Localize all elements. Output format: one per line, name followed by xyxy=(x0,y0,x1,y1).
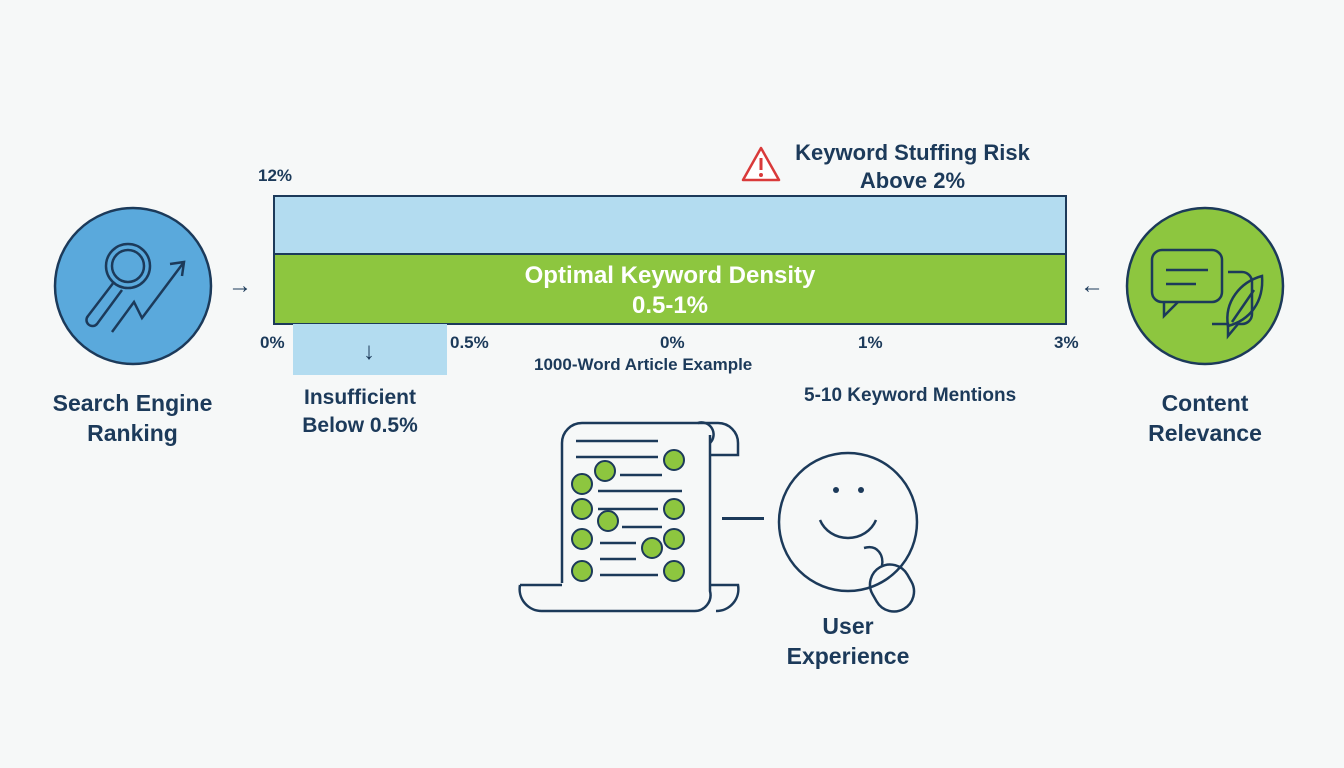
keyword-mentions-label: 5-10 Keyword Mentions xyxy=(804,385,1017,406)
warning-triangle-icon xyxy=(741,146,781,182)
tick-label: 0% xyxy=(260,333,285,352)
optimal-zone: Optimal Keyword Density 0.5-1% xyxy=(273,253,1067,325)
insufficient-zone xyxy=(293,324,447,375)
tick-label: 1% xyxy=(858,333,883,352)
smiley-mouse-icon xyxy=(777,451,919,613)
chat-leaf-icon xyxy=(1125,206,1285,366)
article-example-label: 1000-Word Article Example xyxy=(534,355,753,374)
tick-label: 0.5% xyxy=(450,333,489,352)
insufficient-label: Insufficient Below 0.5% xyxy=(302,386,418,437)
magnifier-growth-icon xyxy=(53,206,213,366)
user-experience-label: User Experience xyxy=(786,613,910,669)
search-engine-ranking-label: Search Engine Ranking xyxy=(52,390,213,446)
arrow-left-icon: ← xyxy=(1080,272,1104,299)
stuffing-zone xyxy=(273,195,1067,253)
document-checklist-icon xyxy=(518,421,740,613)
connector-line xyxy=(722,517,764,520)
tick-label: 3% xyxy=(1054,333,1079,352)
tick-label: 0% xyxy=(660,333,685,352)
arrow-right-icon: → xyxy=(228,272,252,299)
axis-top-label: 12% xyxy=(258,166,293,185)
arrow-down-icon: ↓ xyxy=(363,338,375,365)
keyword-stuffing-label: Keyword Stuffing Risk Above 2% xyxy=(795,140,1030,193)
content-relevance-label: Content Relevance xyxy=(1148,390,1262,446)
